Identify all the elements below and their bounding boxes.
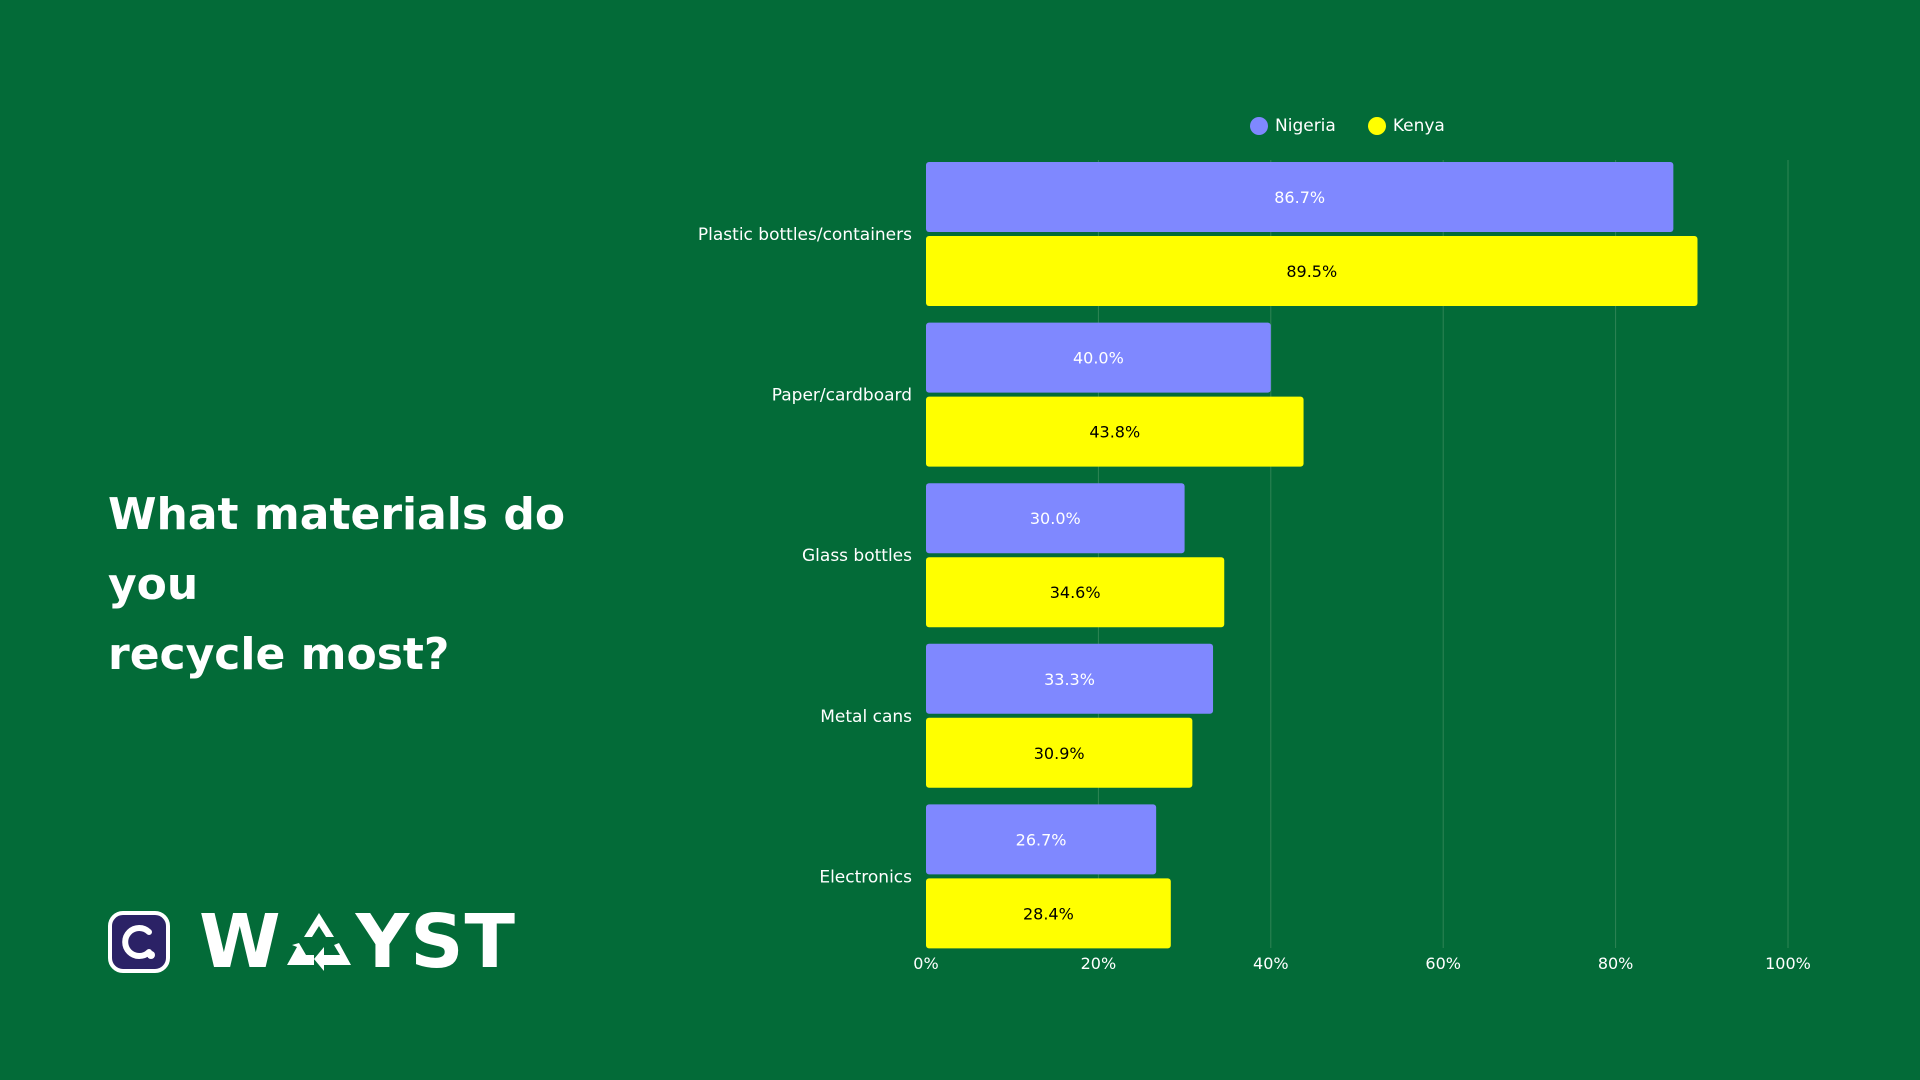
legend-swatch-nigeria xyxy=(1250,117,1268,135)
bar-nigeria xyxy=(926,162,1674,232)
x-tick-label: 80% xyxy=(1598,954,1634,973)
data-label: 33.3% xyxy=(1044,670,1095,689)
bar-nigeria xyxy=(926,483,1185,554)
bar-kenya xyxy=(926,878,1171,949)
x-tick-label: 40% xyxy=(1253,954,1289,973)
bar-nigeria xyxy=(926,804,1157,875)
question-title: What materials do you recycle most? xyxy=(108,480,668,690)
data-label: 34.6% xyxy=(1050,583,1101,602)
x-tick-label: 100% xyxy=(1765,954,1811,973)
legend-label-kenya: Kenya xyxy=(1392,116,1445,136)
data-label: 26.7% xyxy=(1016,830,1067,849)
bar-kenya xyxy=(926,717,1193,788)
bar-kenya xyxy=(926,236,1698,306)
x-tick-label: 20% xyxy=(1081,954,1117,973)
chart-legend: Nigeria Kenya xyxy=(1250,116,1477,136)
question-line-1: What materials do you xyxy=(108,489,566,610)
legend-item-kenya: Kenya xyxy=(1367,116,1445,136)
data-label: 86.7% xyxy=(1274,188,1325,207)
brand-logo: W YST xyxy=(107,905,516,979)
recycle-icon xyxy=(286,913,351,971)
legend-item-nigeria: Nigeria xyxy=(1250,116,1336,136)
legend-swatch-kenya xyxy=(1367,117,1386,135)
category-label: Glass bottles xyxy=(802,546,912,566)
category-label: Electronics xyxy=(819,867,912,887)
brand-wordmark: W YST xyxy=(199,905,516,979)
category-label: Metal cans xyxy=(820,707,912,727)
data-label: 43.8% xyxy=(1089,423,1140,442)
question-line-2: recycle most? xyxy=(108,629,450,680)
x-tick-label: 60% xyxy=(1425,954,1461,973)
category-label: Paper/cardboard xyxy=(772,386,912,406)
brand-name-right: YST xyxy=(355,899,516,985)
data-label: 28.4% xyxy=(1023,904,1074,923)
category-label: Plastic bottles/containers xyxy=(698,225,912,245)
bar-kenya xyxy=(926,396,1304,467)
x-tick-label: 0% xyxy=(913,954,938,973)
brand-name-left: W xyxy=(199,899,282,985)
legend-label-nigeria: Nigeria xyxy=(1275,116,1336,136)
bar-nigeria xyxy=(926,643,1214,714)
bar-nigeria xyxy=(926,322,1271,393)
logo-mark-icon xyxy=(108,911,170,973)
data-label: 89.5% xyxy=(1286,262,1337,281)
data-label: 30.0% xyxy=(1030,509,1081,528)
data-label: 30.9% xyxy=(1034,744,1085,763)
data-label: 40.0% xyxy=(1073,349,1124,368)
bar-kenya xyxy=(926,557,1225,628)
